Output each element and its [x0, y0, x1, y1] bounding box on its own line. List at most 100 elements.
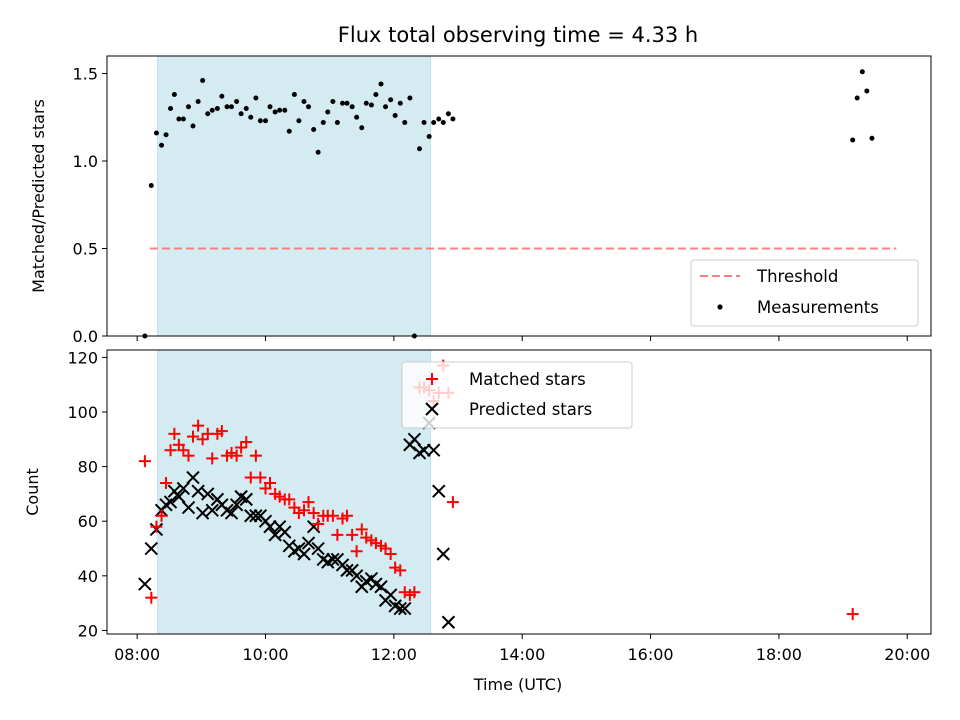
- measurement-point: [176, 116, 182, 122]
- count-y-tick-label: 120: [67, 348, 98, 367]
- time-x-tick-label: 20:00: [884, 645, 930, 664]
- count-panel-frame: [106, 349, 932, 635]
- measurement-point: [354, 114, 360, 120]
- measurement-point: [450, 116, 456, 122]
- measurement-point: [238, 111, 244, 117]
- ratio-y-tick-label: 1.0: [73, 152, 98, 171]
- ratio-x-ticks: [136, 336, 908, 341]
- matched-star-point: [177, 444, 190, 457]
- count-panel-shaded-region: [157, 349, 431, 635]
- measurement-point: [373, 92, 379, 97]
- predicted-star-point: [239, 492, 253, 507]
- matched-star-point: [446, 496, 459, 509]
- measurement-point: [159, 142, 165, 148]
- measurement-point: [219, 93, 225, 99]
- measurement-point: [363, 100, 369, 106]
- time-x-tick-label: 08:00: [114, 645, 160, 664]
- count-y-tick-label: 40: [78, 567, 98, 586]
- measurement-point: [334, 120, 340, 125]
- matched-star-point: [346, 528, 359, 541]
- matched-star-point: [341, 509, 354, 522]
- matched-star-point: [264, 476, 277, 489]
- measurement-point: [426, 134, 432, 139]
- chart-title: Flux total observing time = 4.33 h: [338, 23, 698, 47]
- measurement-point: [431, 120, 437, 125]
- measurement-point: [286, 128, 292, 134]
- predicted-star-point: [229, 498, 244, 512]
- measurement-point: [440, 120, 446, 125]
- time-x-tick-label: 18:00: [756, 645, 802, 664]
- measurement-point: [421, 120, 427, 125]
- legend-measurements-swatch: [717, 304, 723, 310]
- matched-star-point: [846, 608, 859, 621]
- time-x-tick-label: 12:00: [371, 645, 417, 664]
- predicted-star-point: [374, 580, 388, 594]
- matched-star-point: [369, 537, 382, 550]
- predicted-star-point: [181, 500, 196, 515]
- matched-star-point: [138, 455, 151, 468]
- predicted-star-point: [311, 541, 325, 556]
- matched-star-point: [360, 531, 373, 544]
- measurement-point: [195, 99, 201, 104]
- measurement-point: [277, 107, 283, 113]
- time-x-label: Time (UTC): [473, 675, 562, 694]
- measurement-point: [869, 135, 875, 141]
- count-y-label: Count: [23, 468, 42, 516]
- predicted-star-point: [244, 509, 258, 523]
- measurement-point: [859, 69, 865, 75]
- measurement-point: [163, 132, 169, 138]
- measurement-point: [850, 137, 856, 143]
- matched-star-point: [389, 561, 402, 574]
- count-y-tick-label: 80: [78, 458, 98, 477]
- measurement-point: [190, 123, 196, 129]
- matched-star-point: [160, 476, 173, 489]
- measurement-point: [267, 104, 273, 110]
- measurement-point: [296, 118, 302, 124]
- measurement-point: [248, 114, 254, 120]
- predicted-star-point: [407, 432, 422, 447]
- count-panel: 20 40 60 80 100 120 08:00 10:00 12:00 14:00 16:00…: [23, 348, 932, 694]
- matched-star-point: [249, 449, 262, 462]
- matched-star-point: [384, 547, 397, 560]
- measurement-point: [402, 120, 408, 125]
- ratio-legend-box: [690, 259, 919, 327]
- matched-star-point: [292, 507, 305, 520]
- matched-star-point: [307, 507, 320, 520]
- predicted-star-point: [249, 509, 263, 523]
- ratio-panel: 0.0 0.5 1.0 1.5 Matched/Predicted stars Thr…: [29, 55, 932, 346]
- matched-star-point: [394, 564, 407, 577]
- predicted-star-point: [297, 547, 311, 561]
- measurement-point: [392, 113, 398, 118]
- measurement-point: [445, 111, 451, 117]
- predicted-star-point: [349, 569, 364, 583]
- matched-star-point: [230, 449, 243, 462]
- matched-star-point: [379, 542, 392, 555]
- matched-star-point: [182, 449, 195, 462]
- legend-threshold-label: Threshold: [756, 267, 838, 286]
- measurement-point: [209, 107, 215, 113]
- count-y-tick-label: 20: [78, 621, 98, 640]
- measurement-point: [436, 116, 442, 122]
- predicted-star-point: [163, 495, 178, 509]
- predicted-star-point: [383, 588, 398, 602]
- matched-star-point: [312, 517, 325, 530]
- predicted-star-point: [201, 487, 215, 501]
- legend-matched-swatch: [426, 373, 438, 385]
- measurement-point: [397, 100, 403, 106]
- time-x-tick-label: 16:00: [628, 645, 674, 664]
- matched-star-point: [326, 509, 339, 522]
- measurement-point: [180, 116, 186, 122]
- count-legend: Matched stars Predicted stars: [401, 361, 633, 429]
- predicted-star-point: [326, 552, 340, 567]
- matched-star-point: [350, 545, 363, 558]
- matched-star-point: [302, 496, 315, 509]
- ratio-y-tick-label: 0.5: [73, 240, 98, 259]
- time-x-axis: 08:00 10:00 12:00 14:00 16:00 18:00 20:00: [114, 634, 930, 664]
- predicted-star-point: [441, 615, 456, 629]
- measurement-point: [171, 92, 177, 97]
- measurement-point: [407, 95, 413, 101]
- matched-star-point: [215, 425, 228, 438]
- measurement-point: [234, 99, 240, 104]
- predicted-star-point: [417, 443, 431, 457]
- legend-matched-label: Matched stars: [469, 370, 586, 389]
